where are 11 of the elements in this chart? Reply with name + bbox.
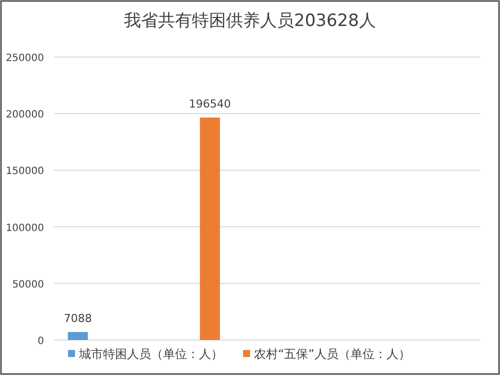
data-label: 196540 (188, 98, 231, 111)
legend-label: 农村“五保”人员（单位：人） (254, 347, 410, 361)
legend-label: 城市特困人员（单位：人） (78, 347, 223, 361)
y-tick-label: 0 (38, 336, 44, 347)
y-tick-label: 100000 (6, 222, 44, 234)
y-tick-label: 200000 (6, 110, 44, 121)
data-label: 7088 (64, 312, 92, 325)
chart-title: 我省共有特困供养人员203628人 (124, 11, 376, 31)
y-tick-label: 250000 (6, 53, 44, 64)
y-tick-label: 50000 (12, 279, 44, 290)
y-tick-label: 150000 (6, 166, 44, 178)
